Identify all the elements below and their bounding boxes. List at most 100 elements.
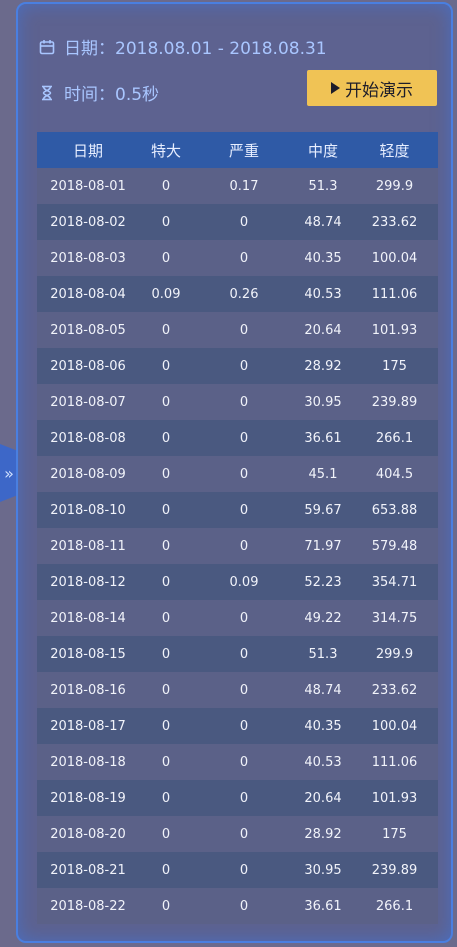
cell-moderate: 36.61 xyxy=(295,420,351,456)
cell-date: 2018-08-11 xyxy=(37,528,139,564)
cell-date: 2018-08-19 xyxy=(37,780,139,816)
cell-mild: 100.04 xyxy=(351,708,438,744)
cell-extreme: 0 xyxy=(139,240,193,276)
cell-extreme: 0 xyxy=(139,780,193,816)
cell-mild: 653.88 xyxy=(351,492,438,528)
date-range-row: 日期：2018.08.01 - 2018.08.31 xyxy=(38,34,327,59)
cell-moderate: 40.53 xyxy=(295,744,351,780)
table-row: 2018-08-09 0 0 45.1 404.5 xyxy=(37,456,438,492)
cell-date: 2018-08-02 xyxy=(37,204,139,240)
table-row: 2018-08-14 0 0 49.22 314.75 xyxy=(37,600,438,636)
table-row: 2018-08-01 0 0.17 51.3 299.9 xyxy=(37,168,438,204)
cell-extreme: 0 xyxy=(139,600,193,636)
column-header-severe: 严重 xyxy=(193,132,295,168)
cell-date: 2018-08-17 xyxy=(37,708,139,744)
cell-moderate: 40.35 xyxy=(295,708,351,744)
cell-extreme: 0 xyxy=(139,456,193,492)
table-row: 2018-08-20 0 0 28.92 175 xyxy=(37,816,438,852)
cell-mild: 100.04 xyxy=(351,240,438,276)
cell-date: 2018-08-20 xyxy=(37,816,139,852)
cell-extreme: 0 xyxy=(139,816,193,852)
interval-row: 时间：0.5秒 xyxy=(38,80,159,105)
table-row: 2018-08-05 0 0 20.64 101.93 xyxy=(37,312,438,348)
cell-moderate: 36.61 xyxy=(295,888,351,924)
start-demo-button[interactable]: 开始演示 xyxy=(307,70,437,106)
cell-extreme: 0 xyxy=(139,888,193,924)
cell-mild: 266.1 xyxy=(351,888,438,924)
cell-mild: 175 xyxy=(351,816,438,852)
cell-extreme: 0.09 xyxy=(139,276,193,312)
cell-extreme: 0 xyxy=(139,312,193,348)
cell-severe: 0 xyxy=(193,600,295,636)
cell-extreme: 0 xyxy=(139,348,193,384)
cell-mild: 111.06 xyxy=(351,276,438,312)
table-row: 2018-08-04 0.09 0.26 40.53 111.06 xyxy=(37,276,438,312)
cell-moderate: 40.35 xyxy=(295,240,351,276)
cell-moderate: 30.95 xyxy=(295,852,351,888)
cell-mild: 111.06 xyxy=(351,744,438,780)
data-table-container: 日期 特大 严重 中度 轻度 2018-08-01 0 0.17 51.3 299.9 2… xyxy=(37,132,438,924)
double-chevron-right-icon: » xyxy=(4,463,14,483)
cell-moderate: 45.1 xyxy=(295,456,351,492)
cell-severe: 0 xyxy=(193,528,295,564)
table-header-row: 日期 特大 严重 中度 轻度 xyxy=(37,132,438,168)
cell-severe: 0 xyxy=(193,456,295,492)
cell-moderate: 48.74 xyxy=(295,204,351,240)
table-row: 2018-08-02 0 0 48.74 233.62 xyxy=(37,204,438,240)
cell-extreme: 0 xyxy=(139,744,193,780)
cell-date: 2018-08-07 xyxy=(37,384,139,420)
cell-severe: 0 xyxy=(193,384,295,420)
cell-moderate: 40.53 xyxy=(295,276,351,312)
cell-mild: 239.89 xyxy=(351,384,438,420)
table-row: 2018-08-21 0 0 30.95 239.89 xyxy=(37,852,438,888)
cell-date: 2018-08-16 xyxy=(37,672,139,708)
cell-severe: 0 xyxy=(193,816,295,852)
cell-date: 2018-08-10 xyxy=(37,492,139,528)
cell-severe: 0 xyxy=(193,636,295,672)
table-row: 2018-08-22 0 0 36.61 266.1 xyxy=(37,888,438,924)
column-header-moderate: 中度 xyxy=(295,132,351,168)
date-range-text: 日期：2018.08.01 - 2018.08.31 xyxy=(64,39,327,59)
column-header-mild: 轻度 xyxy=(351,132,438,168)
cell-moderate: 28.92 xyxy=(295,348,351,384)
column-header-date: 日期 xyxy=(37,132,139,168)
cell-moderate: 51.3 xyxy=(295,636,351,672)
cell-moderate: 20.64 xyxy=(295,780,351,816)
cell-extreme: 0 xyxy=(139,672,193,708)
cell-moderate: 52.23 xyxy=(295,564,351,600)
cell-extreme: 0 xyxy=(139,204,193,240)
cell-mild: 175 xyxy=(351,348,438,384)
cell-severe: 0.26 xyxy=(193,276,295,312)
cell-date: 2018-08-12 xyxy=(37,564,139,600)
cell-moderate: 49.22 xyxy=(295,600,351,636)
table-row: 2018-08-08 0 0 36.61 266.1 xyxy=(37,420,438,456)
cell-date: 2018-08-09 xyxy=(37,456,139,492)
cell-severe: 0 xyxy=(193,708,295,744)
interval-text: 时间：0.5秒 xyxy=(64,85,160,105)
cell-mild: 404.5 xyxy=(351,456,438,492)
cell-moderate: 59.67 xyxy=(295,492,351,528)
cell-mild: 354.71 xyxy=(351,564,438,600)
cell-mild: 266.1 xyxy=(351,420,438,456)
cell-severe: 0 xyxy=(193,780,295,816)
cell-date: 2018-08-04 xyxy=(37,276,139,312)
cell-extreme: 0 xyxy=(139,852,193,888)
cell-date: 2018-08-18 xyxy=(37,744,139,780)
cell-extreme: 0 xyxy=(139,636,193,672)
cell-date: 2018-08-01 xyxy=(37,168,139,204)
table-row: 2018-08-12 0 0.09 52.23 354.71 xyxy=(37,564,438,600)
cell-mild: 233.62 xyxy=(351,672,438,708)
cell-severe: 0 xyxy=(193,744,295,780)
cell-severe: 0 xyxy=(193,312,295,348)
collapse-panel-button[interactable]: » xyxy=(0,444,18,502)
cell-moderate: 30.95 xyxy=(295,384,351,420)
hourglass-icon xyxy=(38,84,56,102)
table-row: 2018-08-11 0 0 71.97 579.48 xyxy=(37,528,438,564)
cell-extreme: 0 xyxy=(139,528,193,564)
cell-extreme: 0 xyxy=(139,492,193,528)
table-row: 2018-08-15 0 0 51.3 299.9 xyxy=(37,636,438,672)
cell-extreme: 0 xyxy=(139,384,193,420)
table-row: 2018-08-07 0 0 30.95 239.89 xyxy=(37,384,438,420)
table-body: 2018-08-01 0 0.17 51.3 299.9 2018-08-02 0 0 48.7… xyxy=(37,168,438,924)
cell-date: 2018-08-06 xyxy=(37,348,139,384)
